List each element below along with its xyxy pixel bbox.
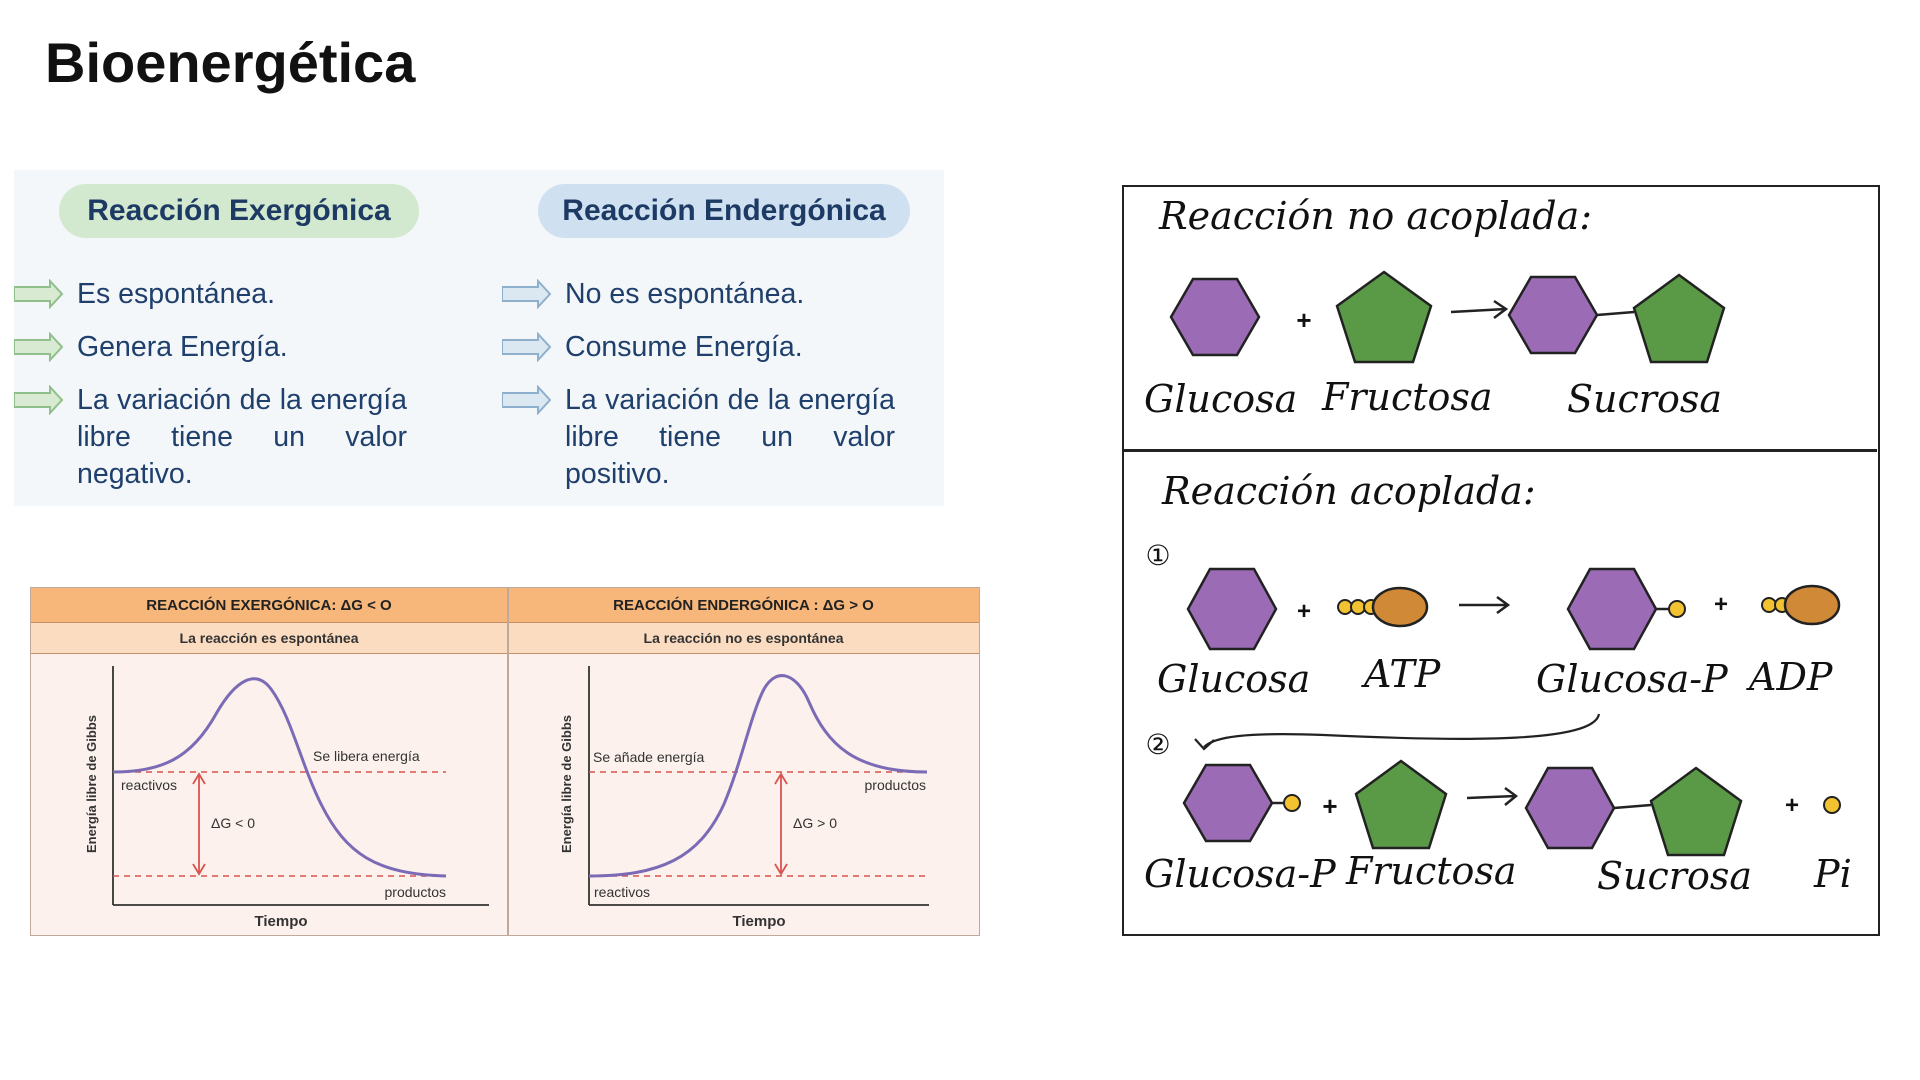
x-axis-label: Tiempo (254, 913, 307, 930)
endergonic-chart-header: REACCIÓN ENDERGÓNICA : ΔG > O (508, 588, 979, 623)
reaction-comparison: Reacción Exergónica Es espontánea. Gener… (14, 170, 944, 506)
label-adp: ADP (1746, 655, 1834, 699)
endergonic-chart-subheader: La reacción no es espontánea (508, 623, 979, 654)
reaction-arrow (1466, 786, 1519, 806)
label-glucose: Glucosa (1144, 377, 1297, 421)
step-1-marker: ① (1145, 540, 1170, 571)
exergonic-item-text: La variación de la energía libre tiene u… (77, 384, 407, 490)
label-fructose: Fructosa (1321, 375, 1493, 419)
coupled-reaction-diagram: Reacción no acoplada: + Glucosa Fructosa… (1122, 185, 1880, 936)
plus-sign: + (1296, 305, 1311, 335)
endergonic-energy-chart: Energía libre de Gibbs Tiempo reactivos … (559, 666, 929, 930)
glucose-hexagon (1186, 567, 1278, 651)
phosphate-circle (1823, 796, 1841, 814)
delta-g-label: ΔG > 0 (793, 815, 837, 831)
energy-curve (588, 674, 927, 878)
delta-g-label: ΔG < 0 (211, 815, 255, 831)
endergonic-item-text: No es espontánea. (565, 278, 805, 310)
energy-curve (112, 677, 447, 878)
endergonic-heading: Reacción Endergónica (538, 184, 910, 238)
label-fructose: Fructosa (1345, 849, 1517, 893)
reactants-label: reactivos (594, 884, 650, 900)
plus-sign: + (1714, 591, 1728, 618)
products-label: productos (864, 777, 925, 793)
y-axis-label: Energía libre de Gibbs (559, 715, 574, 853)
x-axis-label: Tiempo (732, 913, 785, 930)
label-sucrose: Sucrosa (1567, 377, 1722, 421)
exergonic-column: Reacción Exergónica Es espontánea. Gener… (14, 170, 454, 506)
exergonic-energy-chart: Energía libre de Gibbs Tiempo reactivos … (84, 666, 489, 930)
exergonic-item: La variación de la energía libre tiene u… (14, 382, 454, 493)
glycosidic-bond (1596, 310, 1635, 317)
delta-g-arrowheads (192, 772, 206, 876)
energy-released-label: Se libera energía (313, 748, 420, 764)
exergonic-item: Es espontánea. (14, 276, 454, 313)
page-title: Bioenergética (45, 31, 416, 94)
label-glucose-p: Glucosa-P (1536, 657, 1729, 701)
exergonic-item-text: Genera Energía. (77, 331, 288, 363)
transfer-arrow (1203, 713, 1601, 748)
endergonic-item: La variación de la energía libre tiene u… (502, 382, 942, 493)
coupling-illustration: Reacción no acoplada: + Glucosa Fructosa… (1144, 194, 1852, 898)
endergonic-item: No es espontánea. (502, 276, 942, 313)
exergonic-item: Genera Energía. (14, 329, 454, 366)
arrow-icon (14, 279, 64, 309)
label-glucose: Glucosa (1157, 657, 1310, 701)
glycosidic-bond (1613, 803, 1652, 810)
endergonic-item-text: Consume Energía. (565, 331, 803, 363)
delta-g-arrowheads (773, 772, 788, 876)
energy-diagrams: REACCIÓN EXERGÓNICA: ΔG < O REACCIÓN END… (30, 587, 980, 936)
chart-divider (507, 588, 509, 935)
uncoupled-title: Reacción no acoplada: (1158, 194, 1592, 238)
fructose-pentagon (1335, 270, 1433, 364)
arrow-icon (14, 385, 64, 415)
endergonic-item-text: La variación de la energía libre tiene u… (565, 384, 895, 490)
plus-sign: + (1785, 792, 1799, 819)
reaction-arrow (1450, 299, 1509, 319)
exergonic-chart-subheader: La reacción es espontánea (31, 623, 507, 654)
arrow-icon (502, 279, 552, 309)
transfer-arrowhead (1194, 738, 1215, 751)
label-glucose-p: Glucosa-P (1144, 852, 1337, 896)
exergonic-heading: Reacción Exergónica (59, 184, 419, 238)
reaction-arrow (1459, 595, 1511, 615)
endergonic-item: Consume Energía. (502, 329, 942, 366)
endergonic-list: No es espontánea. Consume Energía. La va… (502, 276, 942, 509)
energy-added-label: Se añade energía (593, 749, 705, 765)
endergonic-column: Reacción Endergónica No es espontánea. C… (502, 170, 942, 506)
plus-sign: + (1322, 791, 1337, 821)
exergonic-chart-header: REACCIÓN EXERGÓNICA: ΔG < O (31, 588, 507, 623)
glucose-hexagon (1182, 763, 1274, 843)
fructose-pentagon (1632, 273, 1726, 364)
phosphate-circle (1761, 597, 1777, 613)
label-pi: Pi (1813, 852, 1852, 896)
fructose-pentagon (1649, 766, 1743, 857)
arrow-icon (502, 385, 552, 415)
glucose-hexagon (1507, 275, 1599, 355)
section-divider (1124, 449, 1877, 452)
step-2-marker: ② (1145, 729, 1170, 760)
fructose-pentagon (1354, 759, 1448, 850)
phosphate-circle (1668, 600, 1686, 618)
coupled-title: Reacción acoplada: (1161, 469, 1536, 513)
adenosine-ellipse (1371, 586, 1429, 628)
label-sucrose: Sucrosa (1597, 854, 1752, 898)
label-atp: ATP (1361, 652, 1442, 696)
arrow-icon (502, 332, 552, 362)
arrow-icon (14, 332, 64, 362)
exergonic-list: Es espontánea. Genera Energía. La variac… (14, 276, 454, 509)
exergonic-item-text: Es espontánea. (77, 278, 276, 310)
phosphate-circle (1283, 794, 1301, 812)
reactants-label: reactivos (121, 777, 177, 793)
phosphate-circle (1350, 599, 1366, 615)
y-axis-label: Energía libre de Gibbs (84, 715, 99, 853)
glucose-hexagon (1566, 567, 1658, 651)
plus-sign: + (1297, 598, 1311, 625)
adenosine-ellipse (1783, 584, 1841, 626)
glucose-hexagon (1524, 766, 1616, 850)
phosphate-circle (1337, 599, 1353, 615)
products-label: productos (385, 884, 446, 900)
glucose-hexagon (1169, 277, 1261, 357)
